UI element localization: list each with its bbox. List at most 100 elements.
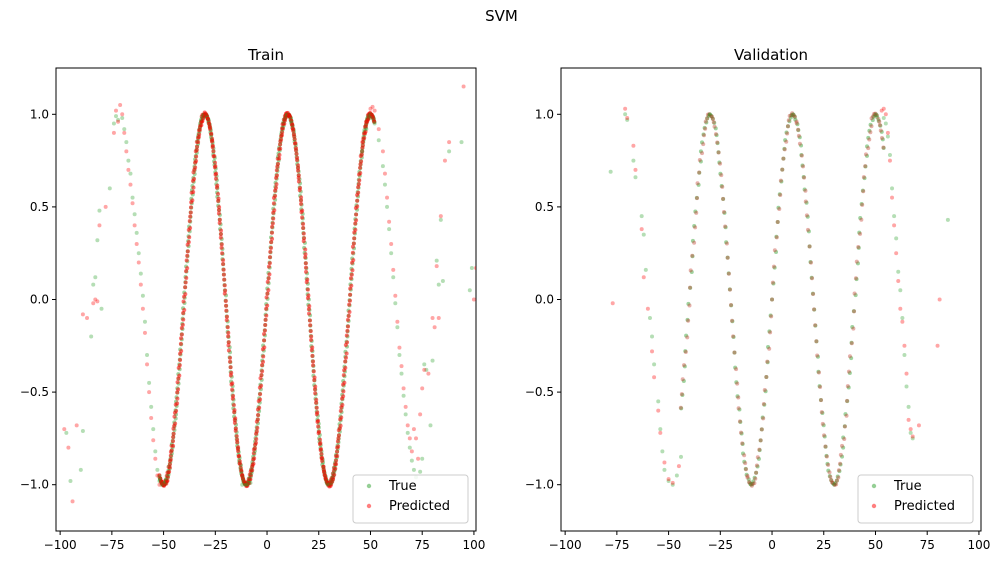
true-point: [722, 210, 727, 215]
predicted-point: [892, 223, 897, 228]
predicted-point: [836, 475, 841, 480]
predicted-point: [832, 482, 837, 487]
true-point: [658, 427, 663, 432]
predicted-point: [317, 442, 322, 447]
legend-label-true: True: [893, 479, 922, 494]
predicted-point: [303, 252, 308, 257]
predicted-point: [871, 114, 876, 119]
true-point: [829, 478, 834, 483]
true-point: [647, 316, 652, 321]
predicted-point: [432, 325, 437, 330]
true-point: [875, 115, 880, 120]
predicted-point: [262, 331, 267, 336]
predicted-point: [216, 208, 221, 213]
predicted-point: [697, 170, 702, 175]
predicted-point: [174, 409, 179, 414]
predicted-point: [319, 452, 324, 457]
predicted-point: [132, 223, 137, 228]
predicted-point: [792, 114, 797, 119]
x-tick-label: 25: [816, 538, 831, 552]
predicted-point: [85, 316, 90, 321]
predicted-point: [316, 424, 321, 429]
predicted-point: [362, 135, 367, 140]
true-point: [248, 480, 253, 485]
true-point: [790, 112, 795, 117]
true-point: [860, 188, 865, 193]
predicted-point: [869, 116, 874, 121]
predicted-point: [796, 133, 801, 138]
true-point: [660, 449, 665, 454]
predicted-point: [259, 373, 264, 378]
predicted-point: [248, 473, 253, 478]
predicted-point: [155, 473, 160, 478]
predicted-point: [753, 476, 758, 481]
predicted-point: [745, 475, 750, 480]
predicted-point: [351, 241, 356, 246]
true-point: [674, 473, 679, 478]
true-point: [142, 319, 147, 324]
predicted-point: [679, 392, 684, 397]
predicted-point: [778, 192, 783, 197]
predicted-point: [333, 466, 338, 471]
legend-marker-true: [871, 483, 877, 489]
true-point: [690, 254, 695, 259]
true-point: [826, 468, 831, 473]
x-tick-label: −100: [44, 538, 77, 552]
predicted-point: [260, 363, 265, 368]
predicted-point: [641, 275, 646, 280]
predicted-point: [719, 173, 724, 178]
predicted-point: [728, 287, 733, 292]
predicted-point: [397, 345, 402, 350]
predicted-point: [372, 119, 377, 124]
predicted-point: [294, 151, 299, 156]
predicted-point: [262, 338, 267, 343]
true-point: [718, 171, 723, 176]
predicted-point: [210, 139, 215, 144]
predicted-point: [881, 106, 886, 111]
predicted-point: [749, 483, 754, 488]
predicted-point: [277, 156, 282, 161]
predicted-point: [680, 377, 685, 382]
predicted-point: [226, 348, 231, 353]
predicted-point: [303, 261, 308, 266]
y-tick-label: 0.5: [30, 200, 49, 214]
true-point: [902, 353, 907, 358]
predicted-point: [347, 310, 352, 315]
predicted-point: [345, 317, 350, 322]
predicted-point: [403, 404, 408, 409]
legend: True Predicted: [857, 474, 974, 524]
x-tick-label: 75: [920, 538, 935, 552]
true-point: [896, 269, 901, 274]
predicted-point: [358, 171, 363, 176]
predicted-point: [703, 126, 708, 131]
predicted-point: [265, 279, 270, 284]
true-point: [898, 288, 903, 293]
true-point: [752, 475, 757, 480]
predicted-point: [845, 384, 850, 389]
true-point: [706, 113, 711, 118]
predicted-point: [266, 288, 271, 293]
predicted-point: [264, 306, 269, 311]
true-point: [823, 444, 828, 449]
predicted-point: [860, 202, 865, 207]
predicted-point: [273, 194, 278, 199]
predicted-point: [349, 283, 354, 288]
true-point: [841, 435, 846, 440]
true-point: [878, 123, 883, 128]
predicted-point: [335, 439, 340, 444]
predicted-point: [768, 330, 773, 335]
true-point: [830, 481, 835, 486]
true-point: [768, 313, 773, 318]
predicted-point: [267, 255, 272, 260]
predicted-point: [190, 198, 195, 203]
true-point: [740, 451, 745, 456]
predicted-point: [296, 168, 301, 173]
predicted-point: [273, 185, 278, 190]
true-point: [751, 479, 756, 484]
predicted-point: [179, 336, 184, 341]
true-point: [116, 117, 121, 122]
predicted-point: [716, 150, 721, 155]
predicted-point: [765, 359, 770, 364]
true-point: [827, 474, 832, 479]
true-point: [120, 116, 125, 121]
